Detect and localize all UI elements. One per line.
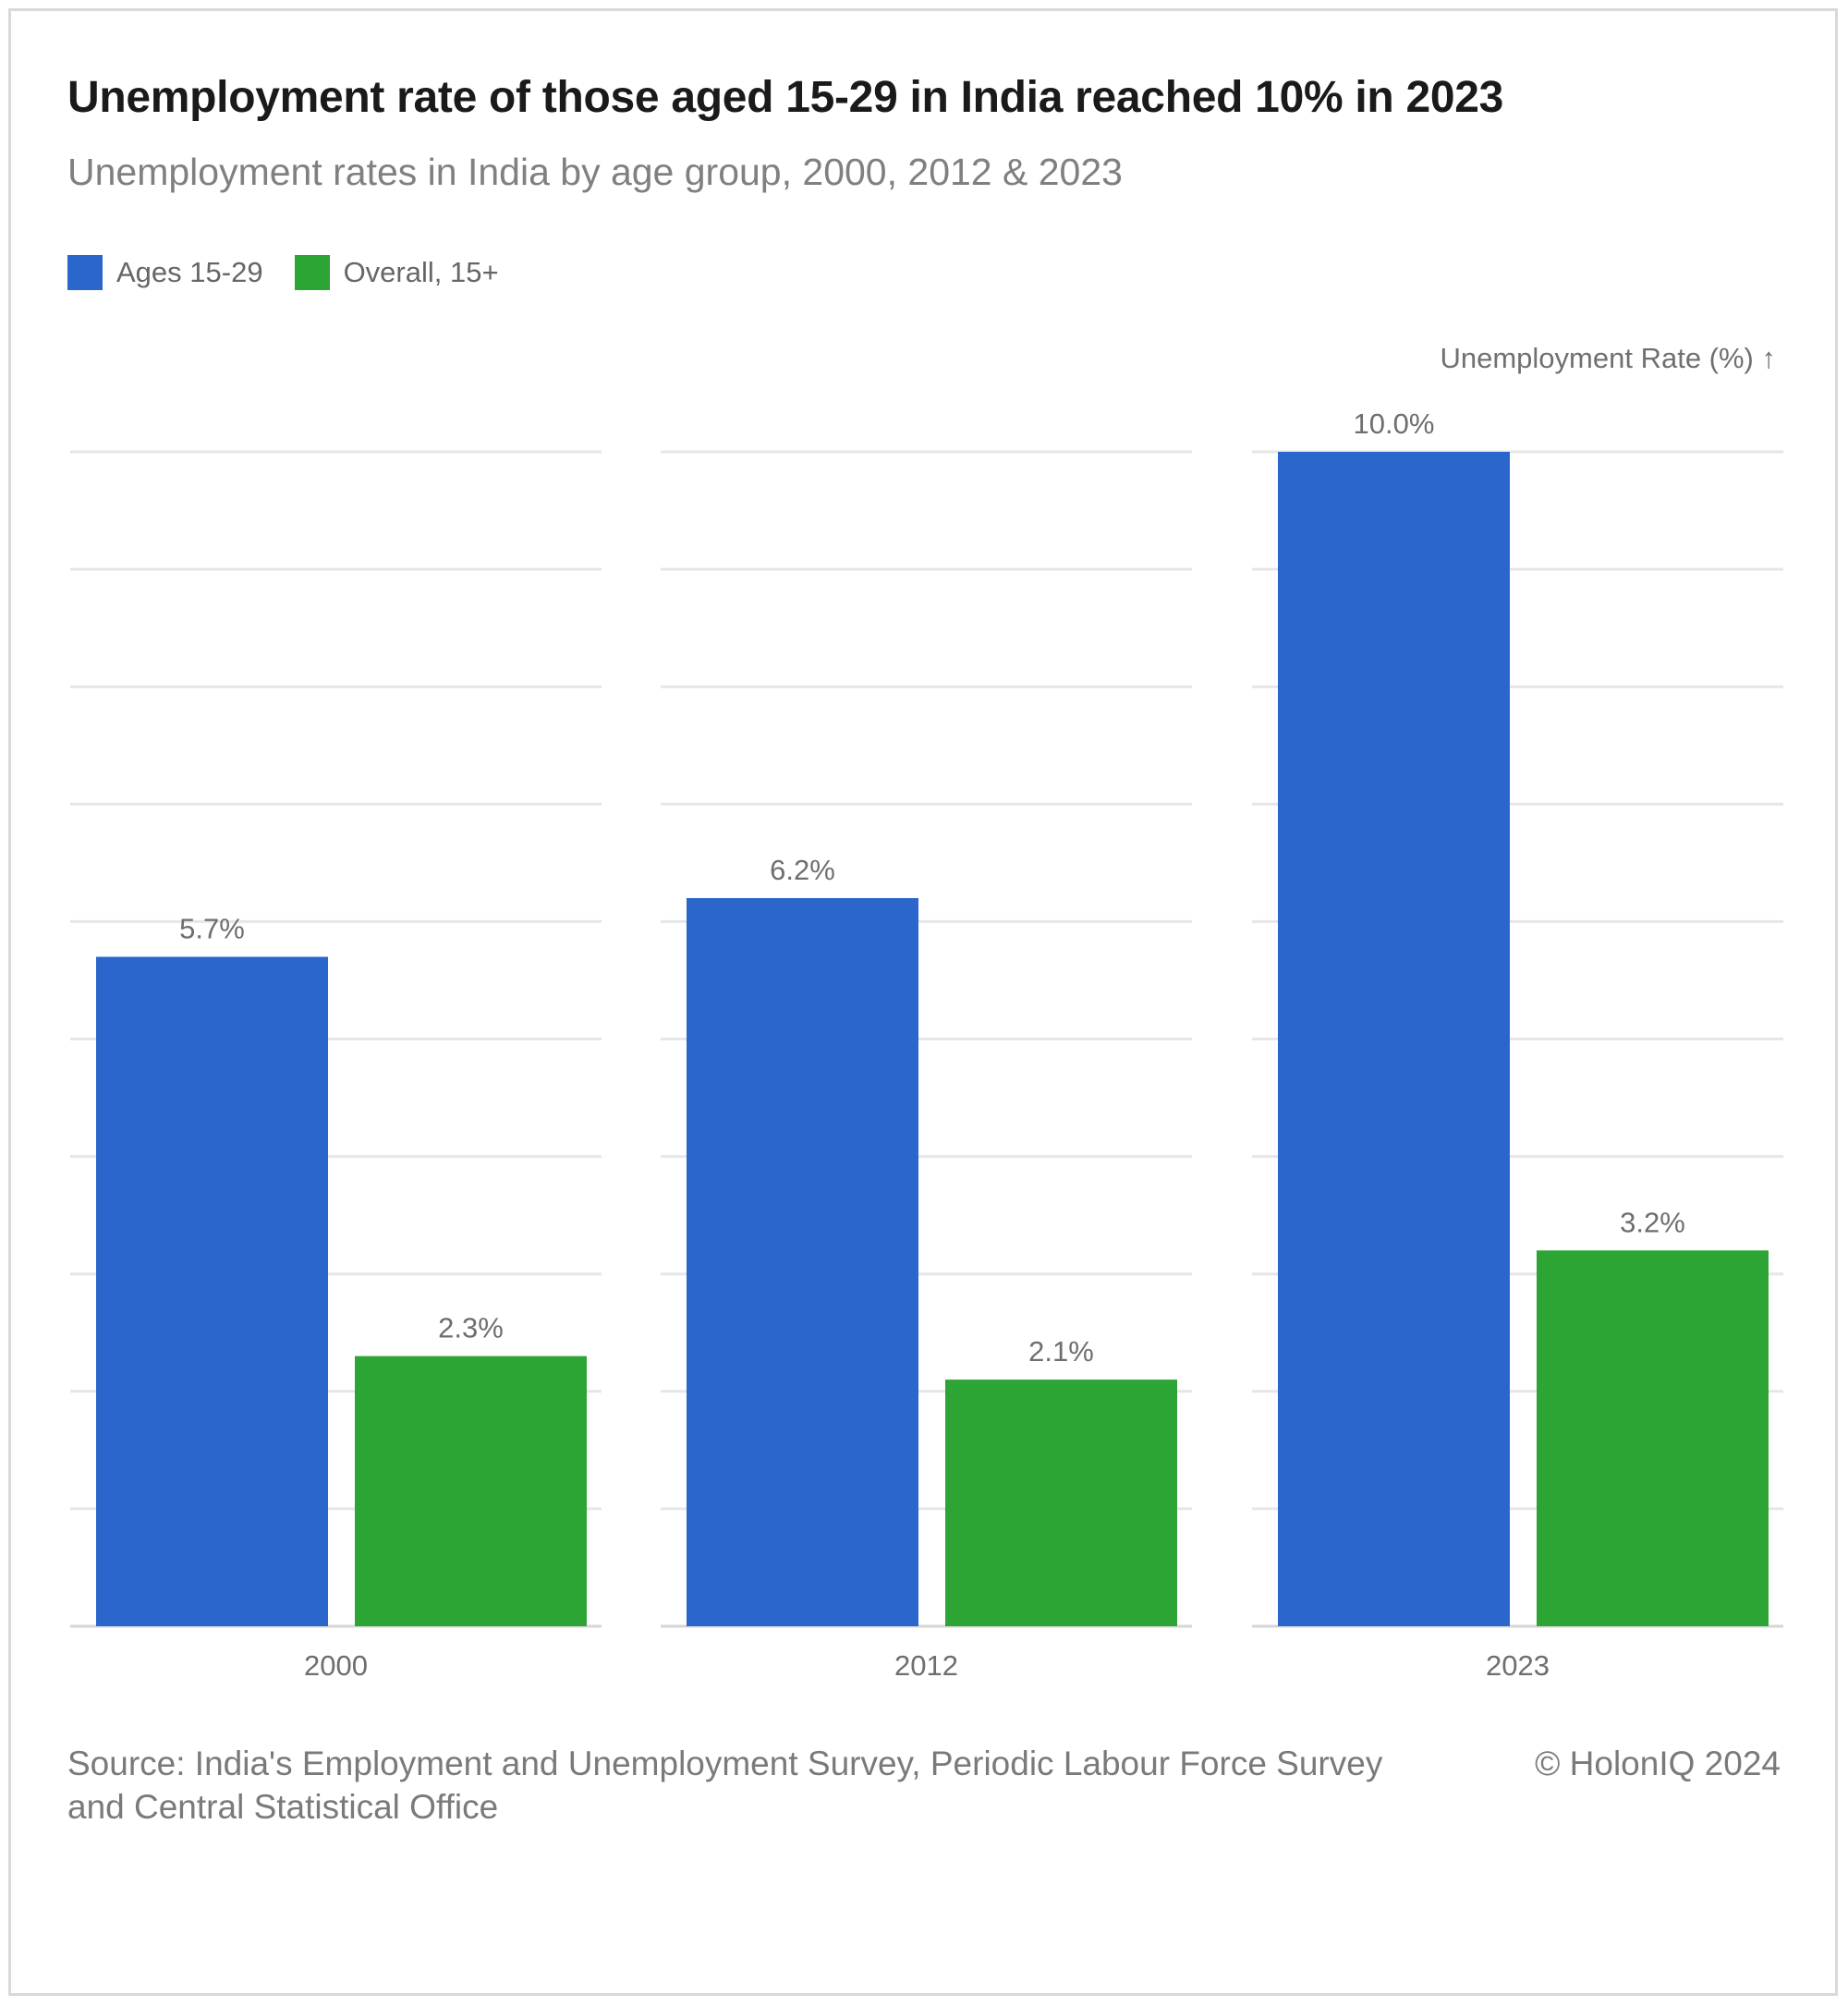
legend-swatch-ages-15-29 bbox=[67, 255, 103, 290]
x-tick-label-2000: 2000 bbox=[304, 1649, 368, 1682]
x-tick-label-2012: 2012 bbox=[894, 1649, 958, 1682]
legend-label-overall-15-plus: Overall, 15+ bbox=[343, 256, 499, 288]
bar-ages-15-29-2023[interactable] bbox=[1278, 452, 1510, 1626]
copyright-credit: © HolonIQ 2024 bbox=[1535, 1745, 1781, 1782]
bar-ages-15-29-2000[interactable] bbox=[96, 956, 328, 1626]
data-label-ages-15-29-2012: 6.2% bbox=[770, 854, 835, 886]
legend-label-ages-15-29: Ages 15-29 bbox=[116, 256, 263, 288]
legend-swatch-overall-15-plus bbox=[294, 255, 330, 290]
x-tick-label-2023: 2023 bbox=[1486, 1649, 1550, 1682]
source-note: Source: India's Employment and Unemploym… bbox=[67, 1745, 1383, 1826]
chart-subtitle: Unemployment rates in India by age group… bbox=[67, 151, 1123, 193]
data-label-overall-15-plus-2000: 2.3% bbox=[438, 1312, 504, 1344]
data-label-ages-15-29-2000: 5.7% bbox=[179, 913, 245, 945]
legend-item-overall-15-plus[interactable]: Overall, 15+ bbox=[294, 255, 499, 290]
data-label-overall-15-plus-2023: 3.2% bbox=[1620, 1206, 1685, 1238]
legend: Ages 15-29 Overall, 15+ bbox=[67, 254, 530, 291]
data-label-ages-15-29-2023: 10.0% bbox=[1354, 407, 1435, 440]
legend-item-ages-15-29[interactable]: Ages 15-29 bbox=[67, 255, 263, 290]
bar-chart: Unemployment Rate (%) ↑ 5.7% 2.3% 2000 6.2% 2… bbox=[70, 342, 1783, 1682]
bar-overall-15-plus-2023[interactable] bbox=[1537, 1250, 1769, 1626]
y-axis-label: Unemployment Rate (%) ↑ bbox=[1440, 342, 1776, 374]
chart-title: Unemployment rate of those aged 15-29 in… bbox=[67, 73, 1504, 122]
bar-ages-15-29-2012[interactable] bbox=[687, 897, 918, 1626]
data-label-overall-15-plus-2012: 2.1% bbox=[1028, 1335, 1094, 1368]
bar-overall-15-plus-2000[interactable] bbox=[355, 1356, 587, 1626]
bar-overall-15-plus-2012[interactable] bbox=[945, 1380, 1177, 1626]
